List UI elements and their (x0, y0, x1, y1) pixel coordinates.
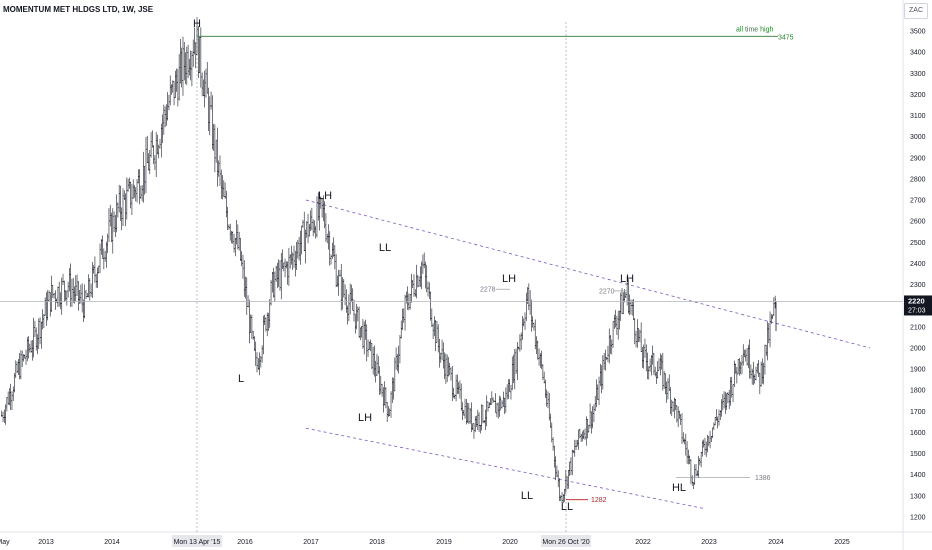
channel-lines (305, 199, 871, 509)
time-tick-label: 2014 (104, 539, 120, 546)
price-tick-label: 2900 (910, 155, 926, 162)
price-axis: 1200 1300 1400 1500 1600 1700 1800 1900 2000 2100… (910, 29, 926, 522)
price-tick-label: 3300 (910, 71, 926, 78)
price-tick-label: 3500 (910, 29, 926, 36)
countdown-text: 27:03 (908, 307, 926, 314)
pivot-label: LH (502, 273, 516, 285)
price-tick-label: 1900 (910, 367, 926, 374)
pivot-label: H (193, 18, 201, 30)
horizontal-lines: all time high 3475 2278 2270 1282 1386 (0, 26, 903, 504)
time-tick-label: 2016 (237, 539, 253, 546)
price-tick-label: 3100 (910, 113, 926, 120)
time-tick-label: Mon 26 Oct '20 (542, 539, 589, 546)
last-price-text: 2220 (908, 296, 925, 305)
time-tick-label: 2018 (369, 539, 385, 546)
pivot-label: LH (318, 190, 332, 202)
time-crosshair-tag (541, 535, 591, 547)
price-tick-label: 1400 (910, 472, 926, 479)
price-tick-label: 1600 (910, 430, 926, 437)
channel-line (305, 427, 705, 509)
price-tick-label: 2100 (910, 324, 926, 331)
last-price-tag (904, 295, 932, 316)
price-tick-label: 2300 (910, 282, 926, 289)
currency-button[interactable]: ZAC (904, 3, 928, 19)
pivot-label: LH (620, 273, 634, 285)
time-tick-label: May (0, 539, 10, 546)
channel-line (305, 199, 871, 349)
price-tick-label: 2400 (910, 261, 926, 268)
low-1282-label: 1282 (591, 497, 607, 504)
chart-title: MOMENTUM MET HLDGS LTD, 1W, JSE (3, 5, 154, 14)
price-tick-label: 3000 (910, 134, 926, 141)
time-tick-label: 2017 (303, 539, 319, 546)
pivot-label: L (238, 373, 244, 385)
time-tick-label: 2013 (38, 539, 54, 546)
price-tick-label: 3400 (910, 50, 926, 57)
price-tick-label: 1800 (910, 388, 926, 395)
time-tick-label: 2023 (701, 539, 717, 546)
time-tick-label: 2024 (768, 539, 784, 546)
ath-value: 3475 (778, 34, 794, 41)
pivot-label: LH (358, 412, 372, 424)
price-tick-label: 1300 (910, 493, 926, 500)
lh-2270-label: 2270 (599, 288, 615, 295)
time-axis: May 2013 2014 Mon 13 Apr '15 2016 2017 2018 201… (0, 535, 850, 547)
time-tick-label: 2025 (834, 539, 850, 546)
lh-2278-label: 2278 (480, 287, 496, 294)
time-crosshair-tag (172, 535, 222, 547)
hl-1386-label: 1386 (755, 475, 771, 482)
time-tick-label: 2022 (635, 539, 651, 546)
pivot-label: LL (561, 501, 573, 513)
price-tick-label: 3200 (910, 92, 926, 99)
price-tick-label: 2500 (910, 240, 926, 247)
price-tick-label: 1200 (910, 515, 926, 522)
price-tick-label: 1500 (910, 451, 926, 458)
candlestick-series (0, 17, 777, 504)
pivot-label: LL (379, 242, 391, 254)
price-tick-label: 1700 (910, 409, 926, 416)
price-tags: 2220 27:03 (904, 295, 932, 316)
time-tick-label: Mon 13 Apr '15 (174, 539, 221, 546)
price-tick-label: 2800 (910, 176, 926, 183)
time-tick-label: 2019 (436, 539, 452, 546)
price-tick-label: 2700 (910, 198, 926, 205)
ath-label: all time high (736, 26, 773, 33)
price-tick-label: 2000 (910, 345, 926, 352)
pivot-label: HL (672, 482, 686, 494)
price-tick-label: 2600 (910, 219, 926, 226)
time-tick-label: 2020 (502, 539, 518, 546)
pivot-label: LL (521, 490, 533, 502)
